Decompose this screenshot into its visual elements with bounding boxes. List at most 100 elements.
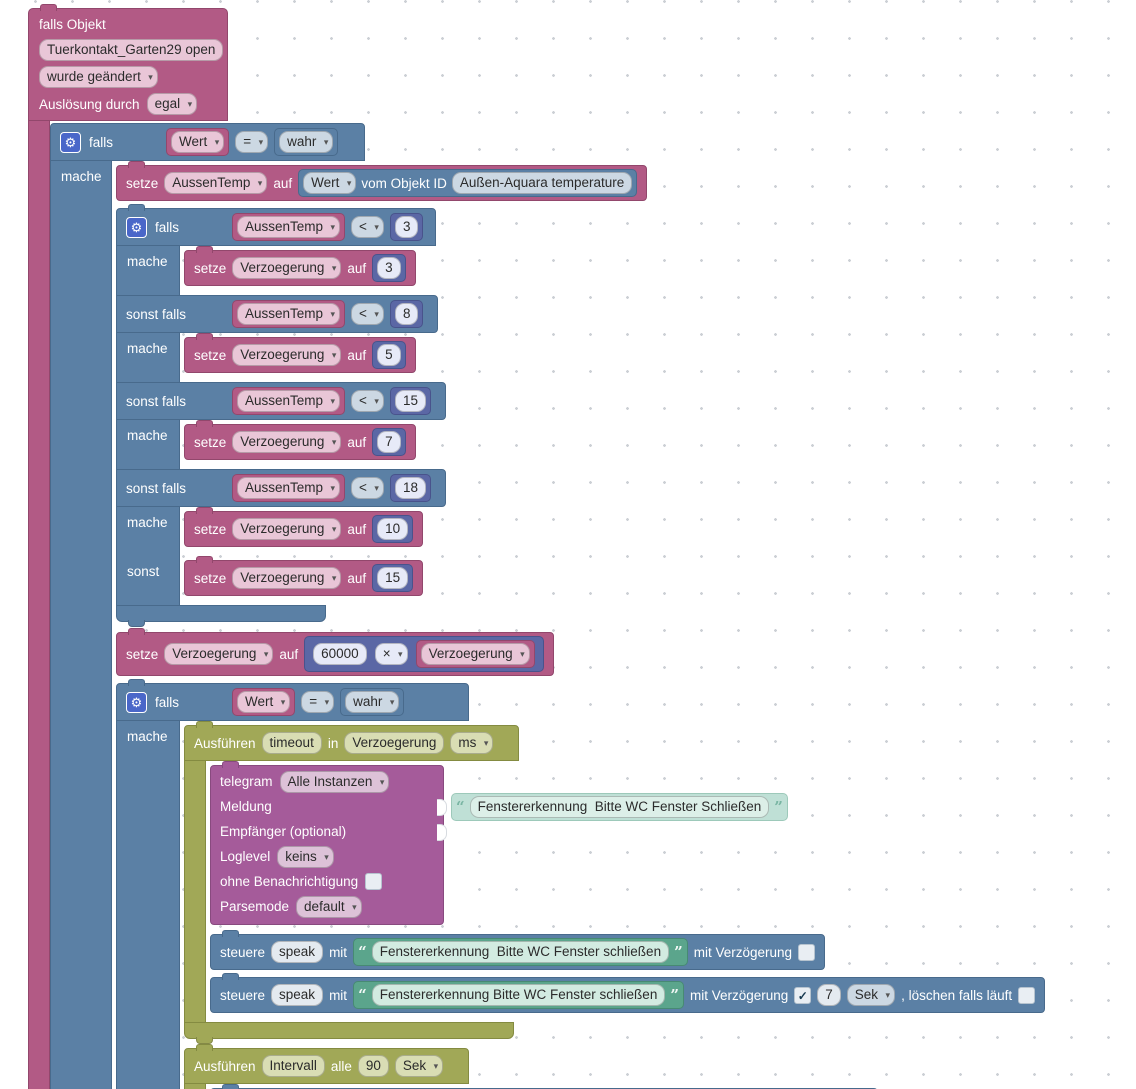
number-field[interactable]: 60000 (313, 643, 367, 665)
variable-block[interactable]: Wert (166, 128, 230, 156)
attr-dropdown[interactable]: Wert (303, 172, 357, 194)
block-set-verzoegerung[interactable]: setze Verzoegerung auf 5 (184, 333, 416, 373)
variable-dropdown[interactable]: Verzoegerung (232, 567, 342, 589)
text-field[interactable]: Fenstererkennung Bitte WC Fenster schlie… (371, 941, 670, 963)
variable-dropdown[interactable]: AussenTemp (237, 477, 341, 499)
block-trigger-on-change[interactable]: falls Objekt Tuerkontakt_Garten29 open w… (28, 4, 1053, 1089)
message-text-field[interactable]: Fenstererkennung Bitte WC Fenster Schlie… (469, 796, 770, 818)
number-field[interactable]: 7 (377, 431, 401, 453)
logic-value-block[interactable]: wahr (340, 688, 405, 716)
variable-dropdown[interactable]: Verzoegerung (232, 344, 342, 366)
variable-dropdown[interactable]: Wert (171, 131, 225, 153)
device-field[interactable]: speak (271, 984, 324, 1006)
operator-dropdown[interactable]: < (351, 390, 384, 412)
block-if-outer[interactable]: falls Wert = wahr mache setze (50, 123, 1053, 1089)
block-interval-exec[interactable]: Ausführen Intervall alle 90 Sek (184, 1044, 1053, 1089)
variable-dropdown[interactable]: Verzoegerung (164, 643, 274, 665)
number-block[interactable]: 3 (372, 254, 406, 282)
mutator-gear-icon[interactable] (126, 691, 147, 713)
number-block[interactable]: 15 (389, 387, 431, 415)
number-field[interactable]: 5 (377, 344, 401, 366)
interval-value-field[interactable]: 90 (357, 1055, 389, 1077)
operator-dropdown[interactable]: < (351, 303, 384, 325)
mutator-gear-icon[interactable] (60, 131, 81, 153)
logic-value-dropdown[interactable]: wahr (279, 131, 334, 153)
object-id-field[interactable]: Tuerkontakt_Garten29 open (39, 39, 224, 61)
interval-name-field[interactable]: Intervall (261, 1055, 325, 1077)
block-if-temperature[interactable]: falls AussenTemp < 3 mache setze (116, 204, 446, 627)
variable-dropdown[interactable]: Verzoegerung (420, 643, 530, 665)
device-field[interactable]: speak (271, 941, 324, 963)
block-telegram[interactable]: telegram Alle Instanzen Meldung “ (210, 761, 788, 925)
variable-dropdown[interactable]: AussenTemp (237, 390, 341, 412)
block-set-aussentemp[interactable]: setze AussenTemp auf Wert vom Objekt ID … (116, 161, 648, 201)
number-field[interactable]: 15 (377, 567, 409, 589)
block-text-message[interactable]: “ Fenstererkennung Bitte WC Fenster Schl… (451, 793, 788, 821)
variable-dropdown[interactable]: AussenTemp (237, 303, 341, 325)
object-field[interactable]: Außen-Aquara temperature (451, 172, 633, 194)
number-block[interactable]: 15 (372, 564, 414, 592)
number-block[interactable]: 8 (389, 300, 424, 328)
block-set-verzoegerung[interactable]: setze Verzoegerung auf 7 (184, 420, 416, 460)
number-block[interactable]: 3 (389, 213, 424, 241)
operator-dropdown[interactable]: < (351, 216, 384, 238)
delay-field[interactable]: Verzoegerung (344, 732, 445, 754)
number-block[interactable]: 7 (372, 428, 406, 456)
math-op-dropdown[interactable]: × (374, 643, 408, 665)
text-field[interactable]: Fenstererkennung Bitte WC Fenster schlie… (371, 984, 666, 1006)
number-block[interactable]: 10 (372, 515, 414, 543)
unit-dropdown[interactable]: Sek (394, 1055, 444, 1077)
variable-dropdown[interactable]: Verzoegerung (232, 518, 342, 540)
operator-dropdown[interactable]: = (235, 131, 269, 153)
silent-checkbox[interactable] (365, 873, 383, 890)
variable-block[interactable]: AussenTemp (232, 474, 346, 502)
block-set-verzoegerung[interactable]: setze Verzoegerung auf 3 (184, 246, 416, 286)
number-field[interactable]: 3 (377, 257, 401, 279)
operator-dropdown[interactable]: = (301, 691, 335, 713)
block-set-delay-math[interactable]: setze Verzoegerung auf 60000 × Verzoeger… (116, 628, 554, 676)
variable-block[interactable]: AussenTemp (232, 300, 346, 328)
block-speak[interactable]: steuere speak mit “ Fenstererkennung Bit… (210, 930, 826, 970)
timeout-name-field[interactable]: timeout (261, 732, 322, 754)
block-speak[interactable]: steuere speak mit “ Fenstererkennung Bit… (210, 973, 1046, 1013)
loglevel-dropdown[interactable]: keins (277, 845, 334, 868)
variable-block[interactable]: Wert (232, 688, 296, 716)
variable-dropdown[interactable]: Verzoegerung (232, 257, 342, 279)
block-text[interactable]: “ Fenstererkennung Bitte WC Fenster schl… (353, 981, 684, 1009)
number-field[interactable]: 3 (394, 216, 419, 238)
number-block[interactable]: 18 (389, 474, 431, 502)
block-timeout-exec[interactable]: Ausführen timeout in Verzoegerung ms (184, 721, 1046, 1044)
operator-dropdown[interactable]: < (351, 477, 384, 499)
variable-dropdown[interactable]: Verzoegerung (232, 431, 342, 453)
mutator-gear-icon[interactable] (126, 216, 147, 238)
block-math-multiply[interactable]: 60000 × Verzoegerung (304, 636, 544, 672)
logic-value-block[interactable]: wahr (274, 128, 339, 156)
variable-dropdown[interactable]: AussenTemp (237, 216, 341, 238)
block-if-inner[interactable]: falls Wert = wahr mache (116, 679, 1053, 1089)
trigger-mode-dropdown[interactable]: egal (146, 93, 198, 115)
unit-dropdown[interactable]: Sek (846, 984, 896, 1006)
number-field[interactable]: 15 (394, 390, 426, 412)
number-field[interactable]: 18 (394, 477, 426, 499)
block-get-object-value[interactable]: Wert vom Objekt ID Außen-Aquara temperat… (298, 169, 638, 197)
unit-dropdown[interactable]: ms (450, 732, 494, 754)
variable-block[interactable]: AussenTemp (232, 387, 346, 415)
variable-block[interactable]: AussenTemp (232, 213, 346, 241)
block-set-verzoegerung[interactable]: setze Verzoegerung auf 10 (184, 507, 424, 547)
instance-dropdown[interactable]: Alle Instanzen (279, 770, 390, 793)
logic-value-dropdown[interactable]: wahr (345, 691, 400, 713)
variable-block[interactable]: Verzoegerung (415, 640, 535, 668)
delay-checkbox[interactable] (794, 986, 812, 1004)
clear-checkbox[interactable] (1018, 986, 1036, 1004)
block-set-verzoegerung[interactable]: setze Verzoegerung auf 15 (184, 556, 424, 596)
number-block[interactable]: 5 (372, 341, 406, 369)
parsemode-dropdown[interactable]: default (296, 895, 362, 918)
variable-dropdown[interactable]: AussenTemp (164, 172, 268, 194)
block-text[interactable]: “ Fenstererkennung Bitte WC Fenster schl… (353, 938, 688, 966)
number-field[interactable]: 10 (377, 518, 409, 540)
change-mode-dropdown[interactable]: wurde geändert (39, 66, 158, 88)
variable-dropdown[interactable]: Wert (237, 691, 291, 713)
delay-checkbox[interactable] (798, 943, 816, 961)
number-field[interactable]: 8 (394, 303, 419, 325)
